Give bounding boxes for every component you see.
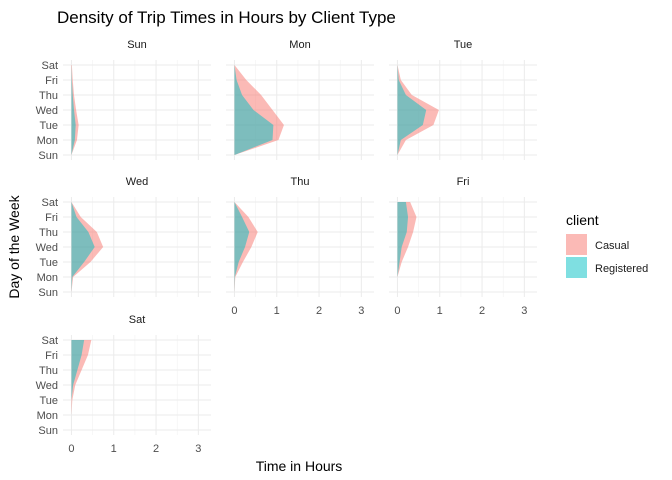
x-tick-label: 0 xyxy=(231,305,237,317)
x-tick-label: 2 xyxy=(316,305,322,317)
y-tick-label: Tue xyxy=(39,120,58,132)
x-tick-label: 3 xyxy=(521,305,527,317)
x-tick-label: 1 xyxy=(437,305,443,317)
y-tick-label: Sat xyxy=(41,335,58,347)
facet-strip-label: Tue xyxy=(454,39,473,51)
legend-key-casual xyxy=(566,234,587,255)
x-axis-title: Time in Hours xyxy=(256,458,343,474)
legend-key-registered xyxy=(566,257,587,278)
y-tick-label: Thu xyxy=(39,365,58,377)
y-tick-label: Sat xyxy=(41,197,58,209)
y-tick-label: Mon xyxy=(37,135,58,147)
facet-strip-label: Thu xyxy=(291,176,310,188)
x-tick-label: 0 xyxy=(394,305,400,317)
y-tick-label: Fri xyxy=(45,350,58,362)
y-tick-label: Sun xyxy=(38,425,58,437)
density-area-registered xyxy=(397,65,427,155)
x-tick-label: 0 xyxy=(68,443,74,455)
facet-tue: Tue xyxy=(389,39,537,160)
y-tick-label: Wed xyxy=(36,380,58,392)
y-tick-label: Wed xyxy=(36,105,58,117)
facet-strip-label: Fri xyxy=(457,176,470,188)
y-tick-label: Fri xyxy=(45,212,58,224)
x-tick-label: 1 xyxy=(111,443,117,455)
density-area-registered xyxy=(71,340,85,430)
legend-label-casual: Casual xyxy=(595,240,629,252)
facet-fri: Fri 0 1 2 3 xyxy=(389,176,537,317)
x-tick-label: 2 xyxy=(153,443,159,455)
facet-sat: Sat Sun Mon Tue Wed Thu Fri Sat 0 1 2 3 xyxy=(36,314,211,455)
y-tick-label: Wed xyxy=(36,242,58,254)
y-tick-label: Mon xyxy=(37,410,58,422)
x-tick-label: 3 xyxy=(358,305,364,317)
density-area-registered xyxy=(71,65,76,155)
density-area-registered xyxy=(71,202,95,292)
facet-strip-label: Sun xyxy=(127,39,147,51)
x-tick-label: 3 xyxy=(195,443,201,455)
density-area-registered xyxy=(234,65,274,155)
facet-thu: Thu 0 1 2 3 xyxy=(226,176,374,317)
y-tick-label: Tue xyxy=(39,395,58,407)
y-tick-label: Thu xyxy=(39,90,58,102)
facet-mon: Mon xyxy=(226,39,374,160)
facet-strip-label: Sat xyxy=(129,314,146,326)
facet-sun: Sun Sun Mon Tue Wed Thu Fri Sat xyxy=(36,39,211,162)
y-tick-label: Fri xyxy=(45,75,58,87)
y-tick-label: Sun xyxy=(38,287,58,299)
y-tick-label: Mon xyxy=(37,272,58,284)
density-area-registered xyxy=(234,202,250,292)
x-tick-label: 2 xyxy=(479,305,485,317)
y-tick-label: Sat xyxy=(41,60,58,72)
density-area-registered xyxy=(397,202,409,292)
y-tick-label: Tue xyxy=(39,257,58,269)
facet-strip-label: Mon xyxy=(289,39,310,51)
y-tick-label: Sun xyxy=(38,150,58,162)
facet-wed: Wed Sun Mon Tue Wed Thu Fri Sat xyxy=(36,176,211,299)
chart-title: Density of Trip Times in Hours by Client… xyxy=(57,8,396,27)
y-axis-title: Day of the Week xyxy=(6,194,22,298)
facet-panels: Sun Sun Mon Tue Wed Thu Fri Sat Mon Tue Wed Sun Mon T… xyxy=(36,39,537,455)
facet-strip-label: Wed xyxy=(126,176,148,188)
legend-label-registered: Registered xyxy=(595,263,648,275)
legend: client Casual Registered xyxy=(566,212,648,278)
legend-title: client xyxy=(566,212,599,228)
y-tick-label: Thu xyxy=(39,227,58,239)
x-tick-label: 1 xyxy=(274,305,280,317)
